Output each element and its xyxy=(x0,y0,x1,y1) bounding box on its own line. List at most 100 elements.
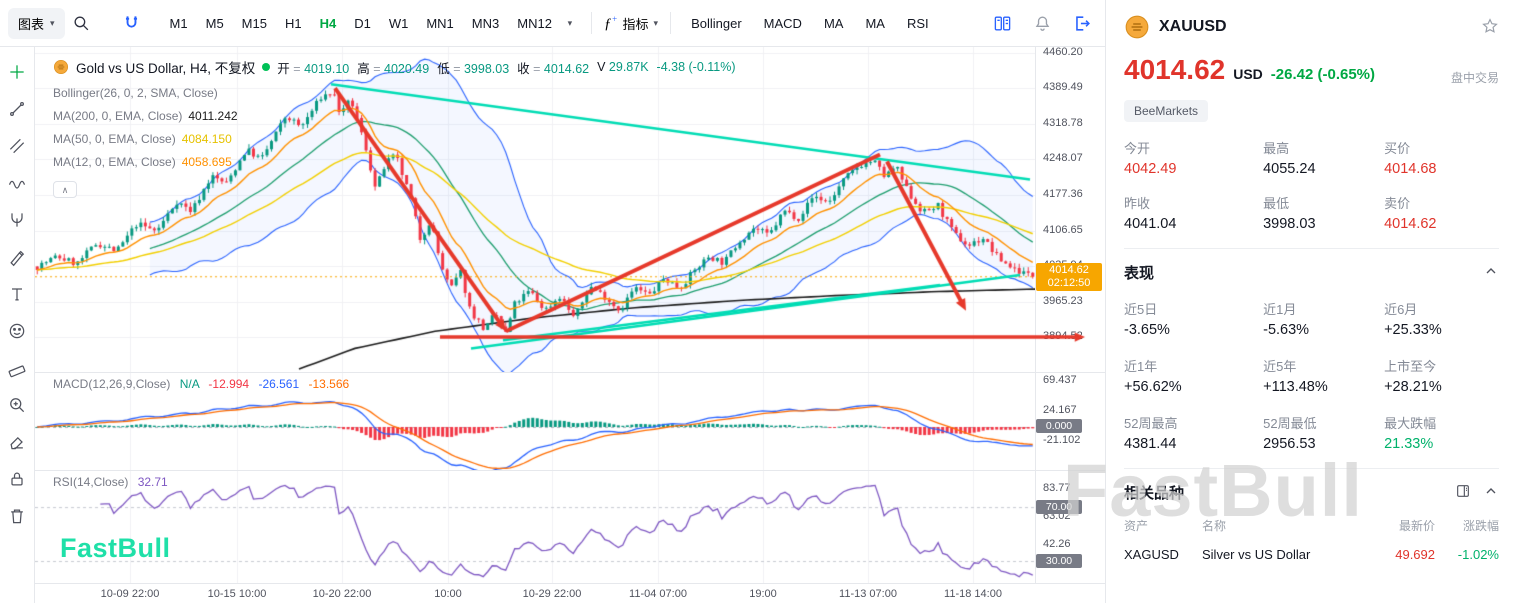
indicator-value: 4011.242 xyxy=(188,109,238,123)
indicator-legend-row: MA(200, 0, EMA, Close) 4011.242 xyxy=(53,109,736,123)
quote-stat-value: 4055.24 xyxy=(1263,161,1316,177)
performance-stat-label: 最大跌幅 xyxy=(1384,416,1437,431)
favorite-star-icon[interactable] xyxy=(1481,17,1499,38)
time-axis-tick: 10-15 10:00 xyxy=(207,588,267,600)
toolbar-divider xyxy=(590,12,592,34)
channel-tool[interactable] xyxy=(2,131,32,161)
timeframe-mn3[interactable]: MN3 xyxy=(465,11,506,36)
indicator-shortcut-ma-2[interactable]: MA xyxy=(816,11,852,36)
pitchfork-tool[interactable] xyxy=(2,205,32,235)
performance-stat-label: 近1年 xyxy=(1124,359,1158,374)
indicator-legend: Bollinger(26, 0, 2, SMA, Close) MA(200, 0… xyxy=(53,86,736,169)
time-axis[interactable]: 10-09 22:00 10-15 10:00 10-20 22:00 10:00 10… xyxy=(35,583,1105,603)
timeframe-w1[interactable]: W1 xyxy=(382,11,416,36)
performance-stat-label: 近1月 xyxy=(1263,302,1297,317)
collapse-chevron-up-icon[interactable] xyxy=(1483,483,1499,502)
timeframe-m1[interactable]: M1 xyxy=(163,11,195,36)
text-tool[interactable] xyxy=(2,279,32,309)
quote-stats-grid: 今开 4042.49 最高 4055.24 买价 4014.68 昨收 4041.04 最低 39… xyxy=(1124,138,1499,232)
indicator-label: MA(200, 0, EMA, Close) xyxy=(53,109,183,123)
indicator-legend-row: MA(12, 0, EMA, Close) 4058.695 xyxy=(53,155,736,169)
performance-stat-value: +25.33% xyxy=(1384,322,1442,338)
timeframe-m5[interactable]: M5 xyxy=(199,11,231,36)
related-price: 49.692 xyxy=(1395,547,1435,562)
macd-pane-canvas[interactable] xyxy=(35,372,1035,470)
bar-countdown: 02:12:50 xyxy=(1047,276,1091,289)
price-change: -26.42 (-0.65%) xyxy=(1270,66,1375,83)
symbol-detail-sidebar: XAUUSD 4014.62 USD -26.42 (-0.65%) 盘中交易 … xyxy=(1105,0,1517,603)
ohlc-value: 4014.62 xyxy=(543,61,590,76)
panel-list-icon[interactable] xyxy=(1455,483,1471,502)
volume-label: V xyxy=(597,60,609,74)
chevron-down-icon: ▾ xyxy=(50,17,55,28)
equals-sign: = xyxy=(293,61,305,76)
quote-stat-value: 4041.04 xyxy=(1124,216,1177,232)
timeframe-mn12[interactable]: MN12 xyxy=(510,11,559,36)
performance-stat: 近5日 -3.65% xyxy=(1124,299,1263,338)
notifications-bell-icon[interactable] xyxy=(1027,8,1057,38)
performance-stat-value: 2956.53 xyxy=(1263,436,1316,452)
related-symbol-row[interactable]: XAGUSD Silver vs US Dollar 49.692 -1.02% xyxy=(1124,547,1499,562)
magnet-icon[interactable] xyxy=(117,8,147,38)
macd-axis-tick: 69.437 xyxy=(1043,374,1077,386)
quote-stat: 卖价 4014.62 xyxy=(1384,193,1499,232)
pane-separator[interactable] xyxy=(35,470,1105,471)
performance-stat-label: 近6月 xyxy=(1384,302,1418,317)
zoom-in-tool[interactable] xyxy=(2,390,32,420)
crosshair-tool[interactable] xyxy=(2,57,32,87)
performance-stat-value: -3.65% xyxy=(1124,322,1170,338)
time-axis-tick: 19:00 xyxy=(749,588,777,600)
pane-separator[interactable] xyxy=(35,372,1105,373)
related-header: 名称 xyxy=(1202,519,1227,533)
performance-stat-value: +113.48% xyxy=(1263,379,1328,395)
time-axis-tick: 10-29 22:00 xyxy=(522,588,582,600)
lock-tool[interactable] xyxy=(2,464,32,494)
time-axis-tick: 11-04 07:00 xyxy=(629,588,687,600)
equals-sign: = xyxy=(533,61,544,76)
collapse-chevron-up-icon[interactable] xyxy=(1483,263,1499,282)
timeframe-m15[interactable]: M15 xyxy=(235,11,274,36)
chart-menu-label: 图表 xyxy=(18,16,45,32)
legend-collapse-button[interactable]: ∧ xyxy=(53,181,77,198)
ohlc-item: 开 = 4019.10 xyxy=(277,58,349,77)
related-header: 涨跌幅 xyxy=(1462,519,1499,533)
indicator-value: 4058.695 xyxy=(181,155,232,169)
time-axis-tick: 10-09 22:00 xyxy=(100,588,160,600)
trendline-tool[interactable] xyxy=(2,94,32,124)
chart-type-menu[interactable]: 图表 ▾ xyxy=(8,7,65,39)
layout-grid-icon[interactable] xyxy=(987,8,1017,38)
wave-tool[interactable] xyxy=(2,168,32,198)
performance-stat-label: 52周最高 xyxy=(1124,416,1178,431)
broker-tag[interactable]: BeeMarkets xyxy=(1124,100,1209,122)
indicator-shortcut-bollinger[interactable]: Bollinger xyxy=(683,11,750,36)
gold-coin-icon xyxy=(54,60,68,74)
pane-separator xyxy=(35,583,1105,584)
indicator-shortcut-ma-3[interactable]: MA xyxy=(857,11,893,36)
trash-tool[interactable] xyxy=(2,501,32,531)
rsi-pane-canvas[interactable] xyxy=(35,470,1035,583)
performance-stat-value: +28.21% xyxy=(1384,379,1442,395)
indicator-shortcut-rsi[interactable]: RSI xyxy=(899,11,937,36)
search-icon[interactable] xyxy=(67,8,97,38)
timeframe-h1[interactable]: H1 xyxy=(278,11,309,36)
timeframe-d1[interactable]: D1 xyxy=(347,11,378,36)
timeframe-mn1[interactable]: MN1 xyxy=(419,11,460,36)
performance-stat: 52周最低 2956.53 xyxy=(1263,413,1384,452)
timeframe-dropdown-icon[interactable]: ▾ xyxy=(561,8,579,38)
emoji-tool[interactable] xyxy=(2,316,32,346)
indicator-shortcut-macd[interactable]: MACD xyxy=(756,11,810,36)
indicator-label: Bollinger(26, 0, 2, SMA, Close) xyxy=(53,86,218,100)
performance-stat-label: 52周最低 xyxy=(1263,416,1317,431)
performance-stat: 近1月 -5.63% xyxy=(1263,299,1384,338)
rsi-legend: RSI(14,Close) 32.71 xyxy=(53,475,168,489)
eraser-tool[interactable] xyxy=(2,427,32,457)
brush-tool[interactable] xyxy=(2,242,32,272)
ruler-tool[interactable] xyxy=(2,353,32,383)
indicators-button[interactable]: ƒ+ 指标 ▾ xyxy=(604,14,658,33)
indicator-legend-row: Bollinger(26, 0, 2, SMA, Close) xyxy=(53,86,736,100)
rsi-axis-tick: 83.77 xyxy=(1043,482,1071,494)
exit-fullscreen-icon[interactable] xyxy=(1067,8,1097,38)
quote-stat-label: 卖价 xyxy=(1384,196,1411,211)
ohlc-value: 3998.03 xyxy=(463,61,510,76)
timeframe-h4[interactable]: H4 xyxy=(313,11,344,36)
